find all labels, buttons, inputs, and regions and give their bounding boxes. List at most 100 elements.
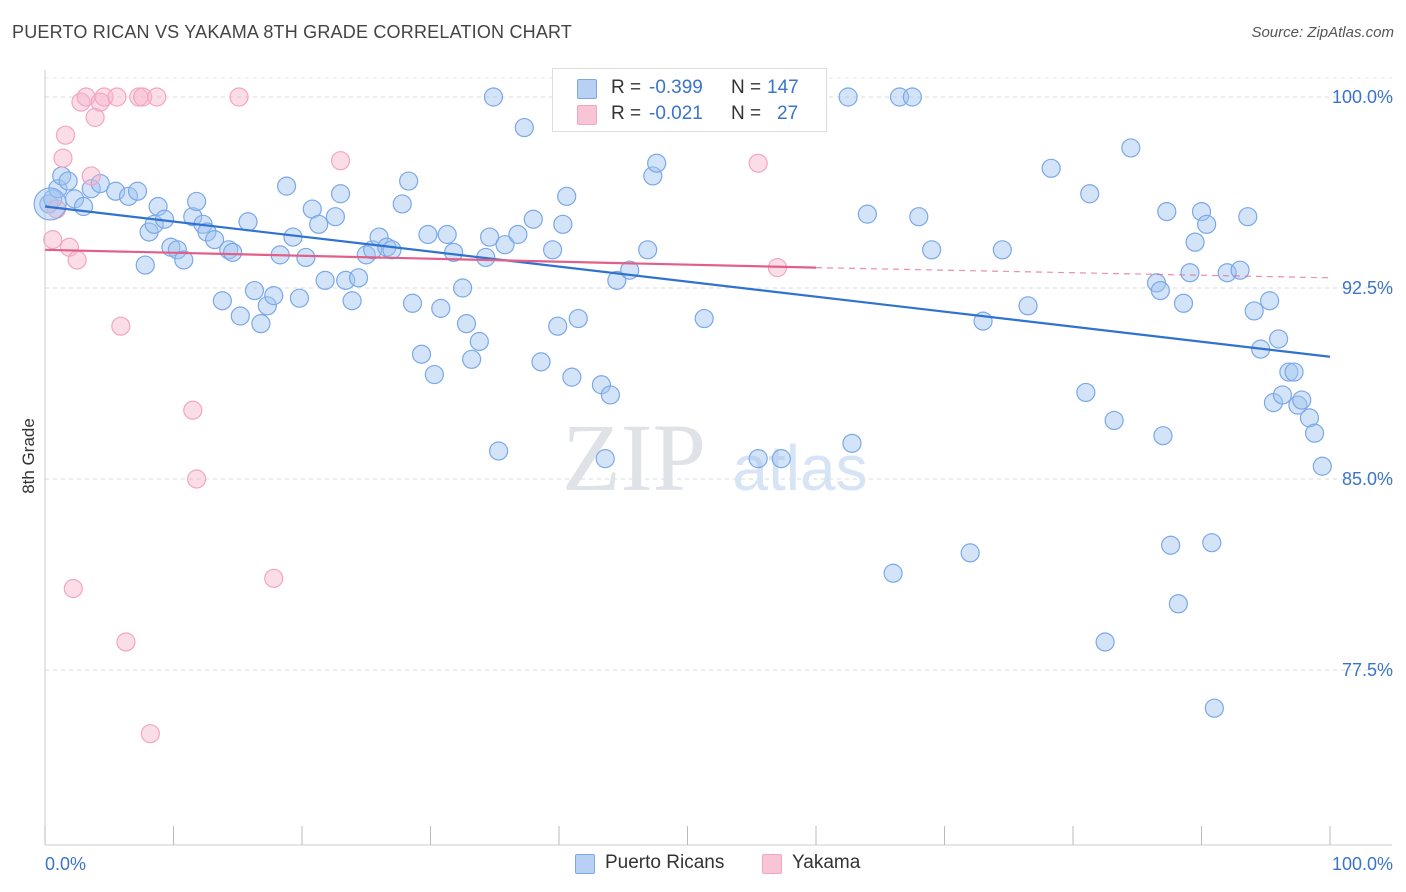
watermark-zip: ZIP [562,404,706,511]
y-tick-label: 100.0% [1332,87,1393,107]
legend-swatch-pink [577,105,597,125]
point-puerto-rican [174,250,194,270]
point-puerto-rican [1161,535,1181,555]
data-points [33,87,1332,744]
y-tick-label: 85.0% [1342,469,1393,489]
point-puerto-rican [1041,158,1061,178]
point-yakama [43,230,63,250]
point-puerto-rican [411,344,432,364]
point-puerto-rican [1150,280,1170,301]
point-puerto-rican [595,449,615,469]
point-puerto-rican [183,207,203,227]
point-puerto-rican [289,288,310,308]
point-puerto-rican [257,296,277,316]
x-tick-label: 0.0% [45,854,86,874]
point-puerto-rican [1299,408,1320,428]
point-puerto-rican [276,176,297,196]
point-puerto-rican [600,385,621,405]
watermark: ZIP atlas [562,404,868,511]
point-puerto-rican [469,331,489,352]
point-puerto-rican [607,270,627,290]
point-puerto-rican [748,449,768,469]
point-puerto-rican [568,308,588,329]
point-puerto-rican [1173,293,1194,313]
point-puerto-rican [992,240,1012,260]
point-yakama [63,578,83,599]
r-value: -0.021 [649,103,703,124]
point-puerto-rican [1018,296,1038,316]
point-puerto-rican [1080,184,1100,204]
point-yakama [67,250,87,270]
point-puerto-rican [399,171,419,191]
legend-swatch-blue [577,79,597,99]
stats-legend: R = -0.399 N = 147 R = -0.021 N = 27 [552,68,827,132]
point-puerto-rican [960,543,980,563]
point-puerto-rican [197,222,217,242]
y-tick-label: 92.5% [1342,278,1393,298]
point-puerto-rican [296,247,316,268]
trend-line-yakama [44,248,817,269]
point-puerto-rican [244,280,265,301]
point-puerto-rican [205,230,225,250]
point-puerto-rican [1284,362,1304,382]
point-puerto-rican [1104,410,1124,431]
point-puerto-rican [557,186,577,206]
legend-label: Puerto Ricans [605,852,725,873]
point-puerto-rican [437,224,457,245]
point-puerto-rican [325,207,346,227]
point-puerto-rican [542,240,563,260]
point-puerto-rican [489,441,509,461]
grid-lines [45,77,1392,671]
point-puerto-rican [1204,698,1224,718]
point-yakama [140,724,160,744]
point-yakama [81,166,101,186]
point-puerto-rican [1157,202,1177,222]
point-yakama [183,400,203,420]
point-puerto-rican [1202,533,1222,553]
point-puerto-rican [643,166,663,186]
point-puerto-rican [223,242,243,262]
point-puerto-rican [330,184,351,204]
tick-labels: 100.0% 92.5% 85.0% 77.5% 0.0% 100.0% [45,87,1393,874]
point-puerto-rican [315,270,335,290]
point-puerto-rican [1230,260,1250,280]
point-puerto-rican [238,212,258,232]
trend-lines [44,205,1331,358]
point-puerto-rican [1244,301,1264,321]
point-yakama [147,87,167,107]
point-puerto-rican [1153,426,1173,446]
point-puerto-rican [456,314,477,334]
point-puerto-rican [342,291,362,311]
point-puerto-rican-cluster [33,187,67,221]
point-yakama [330,151,351,171]
point-puerto-rican [514,117,534,138]
trend-line-yakama-extrapolated [815,267,1331,279]
n-value: 27 [777,103,799,124]
r-label: R = [611,77,642,98]
point-puerto-rican [187,191,207,212]
point-puerto-rican [135,255,155,275]
point-puerto-rican [638,240,658,260]
n-label: N = [731,103,762,124]
point-puerto-rican [495,235,515,255]
point-puerto-rican [1168,594,1188,614]
point-yakama [107,87,127,107]
point-puerto-rican [531,352,551,372]
point-puerto-rican [1095,632,1115,652]
axes [44,70,1392,846]
point-puerto-rican [483,87,504,107]
point-puerto-rican [909,207,929,227]
point-puerto-rican [842,433,862,453]
point-yakama [53,148,73,168]
point-puerto-rican [424,364,444,385]
point-puerto-rican [309,214,329,234]
watermark-atlas: atlas [732,432,867,504]
point-yakama [111,316,131,336]
point-yakama [55,125,76,145]
point-yakama [133,87,153,107]
point-puerto-rican [402,293,423,313]
point-puerto-rican [694,308,714,329]
point-puerto-rican [1260,291,1280,311]
r-label: R = [611,103,642,124]
